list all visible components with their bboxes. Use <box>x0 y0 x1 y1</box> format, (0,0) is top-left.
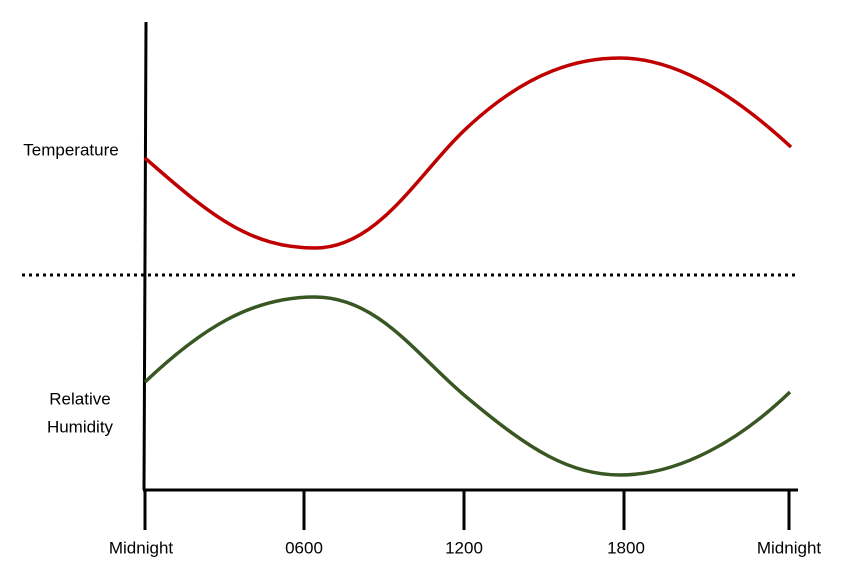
temperature-label: Temperature <box>23 140 118 159</box>
temperature-curve <box>143 56 793 250</box>
x-label: Midnight <box>757 538 822 557</box>
x-ticks <box>143 490 791 530</box>
x-label: Midnight <box>109 538 174 557</box>
x-label: 1800 <box>607 538 645 557</box>
humidity-label: Humidity <box>47 417 114 436</box>
humidity-curve <box>143 295 792 477</box>
x-label: 0600 <box>285 538 323 557</box>
humidity-label: Relative <box>49 389 110 408</box>
y-axis <box>142 21 148 491</box>
x-label: 1200 <box>445 538 483 557</box>
